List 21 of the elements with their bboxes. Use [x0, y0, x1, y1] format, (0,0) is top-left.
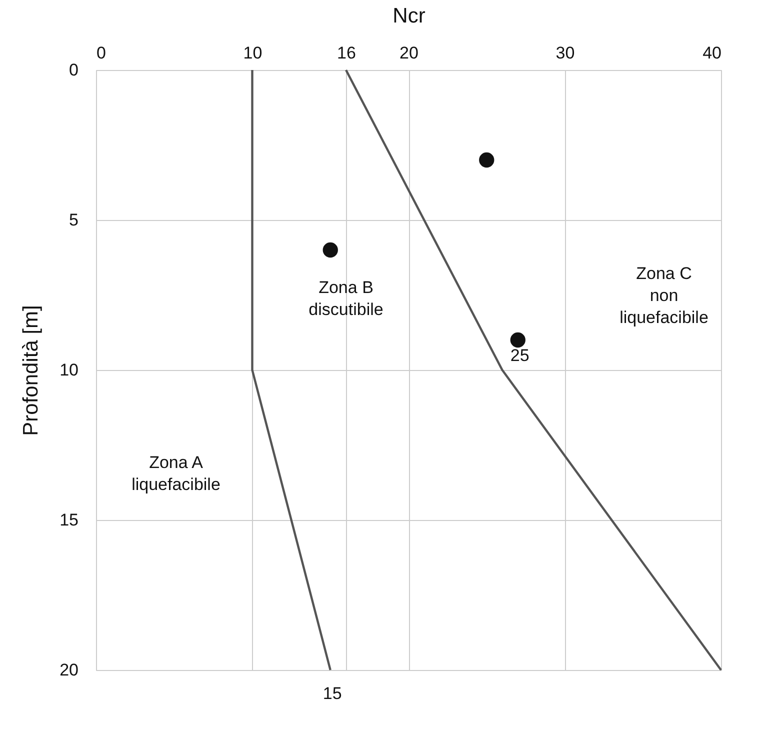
annotation: 25 — [510, 346, 530, 365]
x-axis-title: Ncr — [392, 4, 426, 28]
y-tick-label: 5 — [69, 210, 78, 230]
x-tick-label: 16 — [337, 44, 356, 62]
x-tick-label: 10 — [243, 44, 262, 62]
y-axis-title: Profondità [m] — [20, 305, 43, 436]
x-tick-label: 0 — [96, 44, 106, 62]
x-tick-label: 30 — [556, 44, 575, 62]
annotation: 15 — [322, 684, 342, 703]
y-tick-label: 15 — [60, 510, 78, 530]
annotation: Zona B discutibile — [308, 278, 384, 319]
point — [479, 152, 494, 168]
x-tick-label: 20 — [400, 44, 418, 62]
annotation: Zona C non liquefacibile — [620, 264, 708, 327]
y-tick-label: 20 — [60, 660, 78, 680]
y-tick-label: 10 — [60, 360, 78, 380]
point — [322, 242, 338, 258]
y-tick-label: 0 — [69, 60, 78, 80]
point — [510, 332, 526, 348]
annotation: Zona A liquefacibile — [132, 453, 220, 494]
x-tick-label: 40 — [702, 44, 722, 62]
